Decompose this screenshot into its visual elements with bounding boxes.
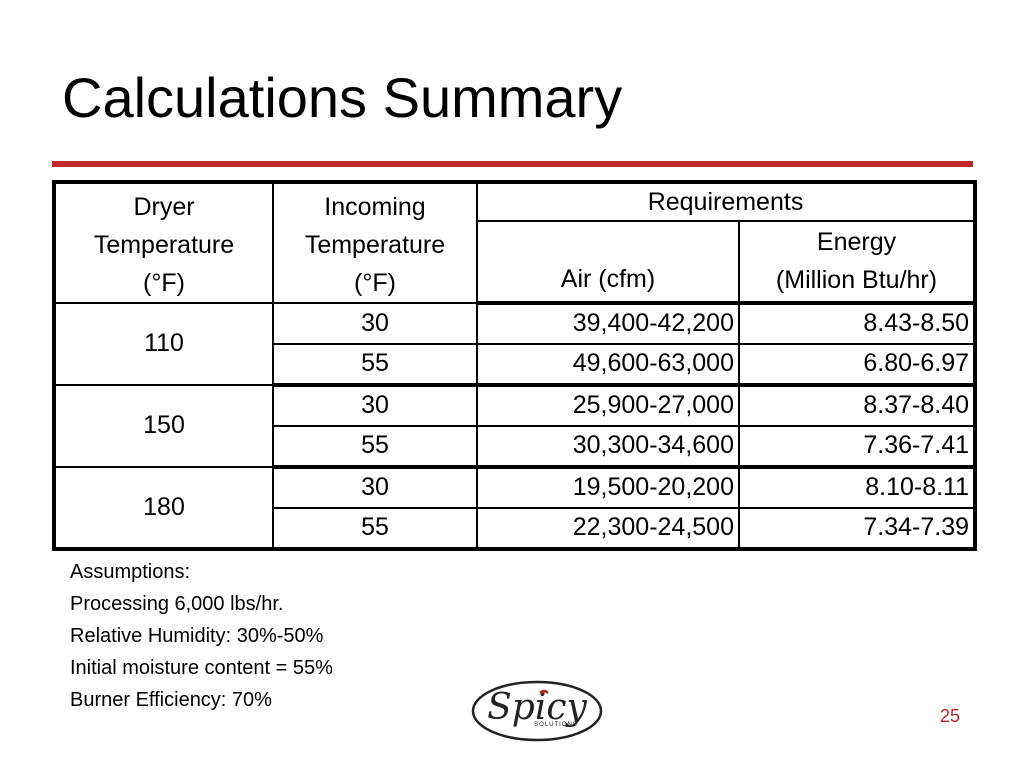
- page-number: 25: [940, 706, 961, 726]
- air-cell: 22,300-24,500: [476, 506, 740, 551]
- dryer-temp-cell: 150: [53, 383, 274, 468]
- energy-cell: 7.34-7.39: [737, 506, 977, 551]
- header-air: Air (cfm): [476, 219, 740, 305]
- incoming-temp-cell: 30: [272, 465, 478, 509]
- header-line: Incoming: [324, 192, 426, 221]
- energy-cell: 8.43-8.50: [737, 301, 977, 345]
- header-line: Temperature: [93, 230, 235, 259]
- energy-cell: 8.10-8.11: [737, 465, 977, 509]
- header-line: Temperature: [304, 230, 446, 259]
- assumptions-list: Assumptions: Processing 6,000 lbs/hr. Re…: [70, 556, 333, 716]
- assumptions-heading: Assumptions:: [70, 561, 191, 583]
- air-cell: 19,500-20,200: [476, 465, 740, 509]
- title-divider: [52, 161, 973, 167]
- air-cell: 30,300-34,600: [476, 424, 740, 469]
- air-cell: 49,600-63,000: [476, 342, 740, 387]
- incoming-temp-cell: 55: [272, 342, 478, 387]
- calculations-table: Dryer Temperature (°F) Incoming Temperat…: [52, 180, 978, 551]
- air-cell: 39,400-42,200: [476, 301, 740, 345]
- assumption-item: Initial moisture content = 55%: [70, 657, 333, 679]
- header-requirements: Requirements: [475, 181, 977, 222]
- energy-cell: 8.37-8.40: [737, 383, 977, 427]
- header-line: (°F): [143, 268, 185, 297]
- logo-accent: [539, 689, 549, 694]
- header-incoming-temperature: Incoming Temperature (°F): [272, 181, 478, 304]
- logo-text: Spicy: [487, 687, 587, 728]
- energy-cell: 6.80-6.97: [737, 342, 977, 387]
- header-dryer-temperature: Dryer Temperature (°F): [53, 181, 274, 304]
- assumption-item: Relative Humidity: 30%-50%: [70, 625, 324, 647]
- assumption-item: Burner Efficiency: 70%: [70, 689, 272, 711]
- air-cell: 25,900-27,000: [476, 383, 740, 427]
- incoming-temp-cell: 30: [272, 301, 478, 345]
- spicy-solutions-logo: Spicy SOLUTIONS: [471, 680, 603, 742]
- header-line: (°F): [354, 268, 396, 297]
- incoming-temp-cell: 55: [272, 424, 478, 469]
- dryer-temp-cell: 180: [53, 465, 274, 551]
- header-energy: Energy (Million Btu/hr): [737, 219, 977, 305]
- header-line: (Million Btu/hr): [775, 266, 938, 295]
- slide-title: Calculations Summary: [62, 66, 623, 129]
- dryer-temp-cell: 110: [53, 301, 274, 386]
- energy-cell: 7.36-7.41: [737, 424, 977, 469]
- incoming-temp-cell: 30: [272, 383, 478, 427]
- header-line: Energy: [816, 228, 897, 257]
- assumption-item: Processing 6,000 lbs/hr.: [70, 593, 284, 615]
- logo-subtext: SOLUTIONS: [534, 722, 578, 728]
- incoming-temp-cell: 55: [272, 506, 478, 551]
- header-line: Dryer: [133, 192, 195, 221]
